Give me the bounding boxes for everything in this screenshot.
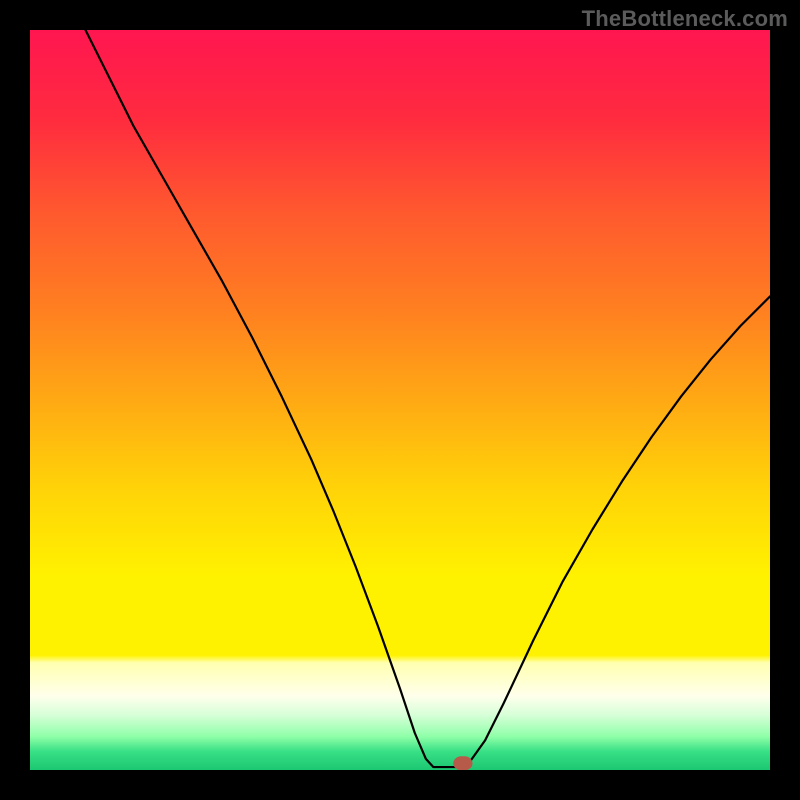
plot-svg [30,30,770,770]
stage: TheBottleneck.com [0,0,800,800]
plot-area [30,30,770,770]
bottleneck-curve [86,30,771,767]
minimum-marker [453,756,472,770]
watermark-text: TheBottleneck.com [582,6,788,32]
